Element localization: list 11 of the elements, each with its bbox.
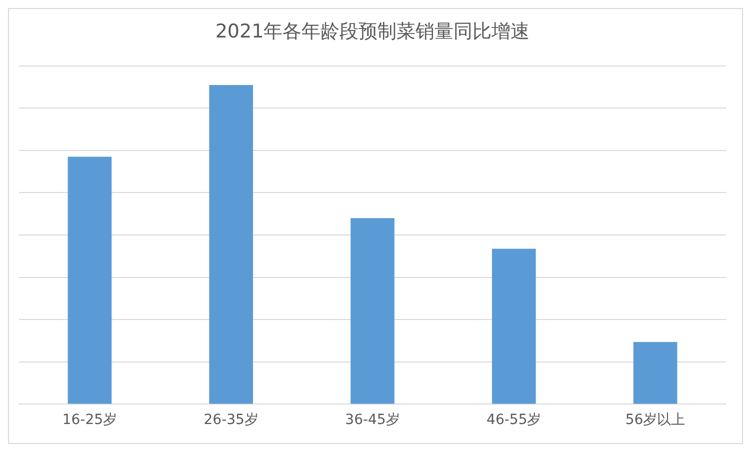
- x-tick-label: 16-25岁: [62, 412, 118, 428]
- x-tick-label: 56岁以上: [625, 412, 686, 428]
- bar: [68, 156, 112, 404]
- x-tick-label: 36-45岁: [345, 412, 400, 428]
- x-tick-label: 46-55岁: [486, 412, 542, 428]
- bar: [350, 218, 394, 404]
- chart-title: 2021年各年龄段预制菜销量同比增速: [215, 20, 530, 42]
- bar: [209, 84, 254, 404]
- x-tick-label: 26-35岁: [204, 412, 258, 428]
- bar: [492, 248, 536, 404]
- bar: [633, 342, 678, 404]
